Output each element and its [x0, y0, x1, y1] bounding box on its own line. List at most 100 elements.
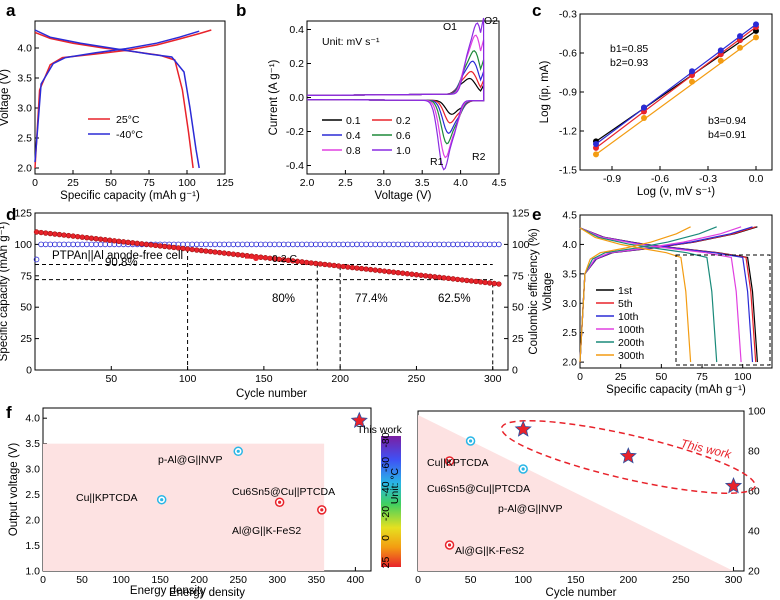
- y-tick-label: 100: [748, 406, 766, 418]
- ce-point: [280, 241, 287, 248]
- capacity-point: [464, 277, 470, 284]
- ce-point: [47, 241, 54, 248]
- point-label: Al@G||K-FeS2: [232, 525, 301, 537]
- ce-point: [212, 241, 218, 248]
- data-point: [593, 141, 599, 147]
- ce-point: [193, 241, 200, 248]
- y-tick-label: 3.5: [562, 268, 577, 280]
- capacity-point: [157, 243, 163, 249]
- fit-line: [595, 23, 757, 145]
- ce-point: [88, 241, 95, 248]
- capacity-point: [56, 231, 63, 238]
- ce-point: [258, 241, 264, 248]
- y-axis-label: Log (ip, mA): [539, 61, 551, 124]
- capacity-point: [148, 242, 154, 248]
- y-tick-label: 60: [748, 486, 760, 498]
- point-label: Cu||KPTCDA: [76, 492, 137, 504]
- y2-tick-label: 75: [512, 270, 524, 282]
- ce-point: [244, 241, 250, 248]
- data-point: [641, 115, 647, 121]
- y-tick-label: 0.4: [289, 24, 304, 36]
- panel-label-f: f: [6, 403, 12, 422]
- fit-line: [595, 36, 757, 155]
- series-line: [34, 30, 200, 163]
- retention-label: 80%: [272, 293, 295, 305]
- capacity-point: [404, 271, 410, 277]
- y-axis-label: Voltage: [542, 272, 554, 310]
- y-tick-label: 2.0: [17, 163, 32, 175]
- ce-point: [491, 241, 498, 248]
- y-tick-label: -1.5: [559, 165, 577, 177]
- capacity-point: [102, 237, 108, 243]
- capacity-point: [65, 232, 72, 239]
- capacity-point: [88, 235, 95, 241]
- series-line: [306, 77, 485, 115]
- capacity-point: [184, 246, 191, 252]
- plot-frame: [34, 212, 509, 371]
- capacity-point: [203, 248, 209, 254]
- legend-label: 200th: [618, 337, 644, 349]
- legend-label: 0.6: [396, 130, 411, 142]
- y-tick-label: 4.0: [17, 43, 32, 55]
- capacity-point: [134, 240, 140, 247]
- x-tick-label: 100: [514, 574, 532, 586]
- panel-a: 0 25 50 75 100 125 2.0 2.5 3.0 3.5 4.0 Specific cap…: [0, 20, 234, 202]
- x-tick-label: 0.0: [749, 173, 764, 185]
- plot-frame: [34, 20, 226, 175]
- x-tick-label: 100: [178, 177, 196, 189]
- capacity-point: [459, 277, 465, 283]
- y-tick-label: 2.5: [562, 327, 577, 339]
- legend-marker: [253, 255, 259, 261]
- panel-label-c: c: [532, 1, 541, 20]
- data-point: [737, 33, 743, 40]
- star-marker: [514, 420, 532, 437]
- capacity-point: [75, 233, 81, 240]
- ce-point: [427, 241, 433, 248]
- ce-point: [372, 241, 379, 248]
- ce-point: [253, 241, 260, 248]
- star-marker: [724, 476, 743, 494]
- series-line: [579, 227, 692, 363]
- y-tick-label: -0.2: [286, 126, 304, 138]
- capacity-point: [235, 251, 241, 258]
- capacity-point: [93, 236, 99, 242]
- ce-point: [445, 241, 452, 248]
- ce-point: [340, 241, 347, 248]
- capacity-point: [445, 275, 452, 282]
- ce-point: [221, 241, 228, 248]
- ce-point: [271, 241, 278, 248]
- x-tick-label: -0.9: [603, 173, 621, 185]
- capacity-point: [418, 272, 424, 278]
- data-point-center: [236, 449, 240, 453]
- capacity-point: [496, 281, 502, 287]
- ce-point: [239, 241, 246, 248]
- ce-point: [97, 241, 104, 248]
- legend-label: 0.4: [346, 130, 361, 142]
- data-point: [717, 47, 724, 54]
- y-tick-label: 50: [20, 302, 32, 314]
- capacity-point: [47, 230, 53, 237]
- ce-point: [52, 241, 58, 248]
- ce-point: [358, 241, 365, 248]
- series-line: [579, 227, 718, 363]
- y-tick-label: 2.0: [562, 357, 577, 369]
- capacity-point: [436, 274, 443, 281]
- capacity-point: [477, 279, 484, 285]
- ce-point: [184, 241, 191, 248]
- panel-label-b: b: [236, 1, 246, 20]
- shaded-region: [418, 415, 734, 571]
- capacity-point: [198, 247, 205, 254]
- y-axis-label: Output voltage (V): [8, 443, 20, 536]
- capacity-point: [194, 247, 200, 253]
- ce-point: [331, 241, 337, 248]
- capacity-point: [358, 265, 365, 272]
- ce-point: [477, 241, 484, 248]
- y-tick-label: 20: [748, 566, 760, 578]
- highlight-ellipse: [500, 419, 756, 495]
- ce-point: [74, 241, 81, 248]
- ce-point: [42, 241, 49, 248]
- retention-label: 90.8%: [105, 257, 138, 269]
- capacity-point: [84, 234, 90, 241]
- x-tick-label: 50: [465, 574, 477, 586]
